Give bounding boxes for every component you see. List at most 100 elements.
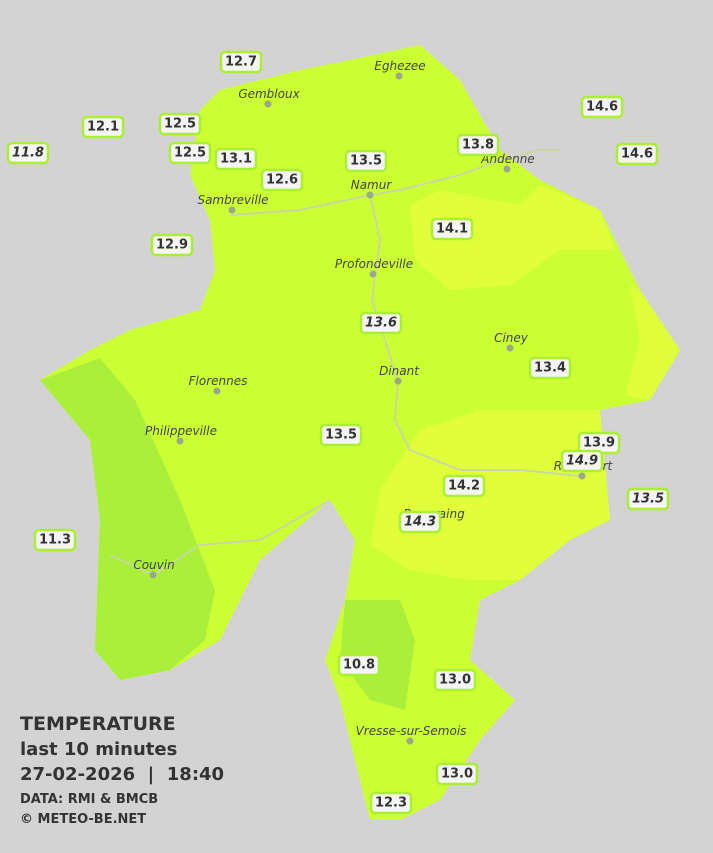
- city-dot: [264, 100, 272, 108]
- legend-title: TEMPERATURE: [20, 713, 176, 735]
- station-value: 13.5: [325, 428, 357, 443]
- city-dot: [506, 344, 514, 352]
- station-value: 13.8: [462, 138, 494, 153]
- station-box: [260, 168, 304, 192]
- city-label: Namur: [351, 178, 393, 192]
- city-label: Vresse-sur-Semois: [356, 724, 467, 738]
- station: 14.2: [442, 474, 486, 498]
- station-value: 10.8: [343, 658, 375, 673]
- city-dot: [395, 72, 403, 80]
- city-label: Couvin: [133, 558, 174, 572]
- station: 11.3: [33, 528, 77, 552]
- station-value: 13.0: [441, 767, 473, 782]
- city-dot: [149, 571, 157, 579]
- legend-datetime: 27-02-2026 | 18:40: [20, 764, 224, 785]
- station-box: [398, 510, 442, 534]
- city-label: Profondeville: [335, 257, 413, 271]
- station-box: [81, 115, 125, 139]
- station-value: 12.6: [266, 173, 298, 188]
- station-box: [435, 762, 479, 786]
- station-value: 11.3: [39, 533, 71, 548]
- station-value: 14.6: [586, 100, 618, 115]
- station-box: [580, 95, 624, 119]
- station-box: [626, 487, 670, 511]
- station-value: 13.1: [220, 152, 252, 167]
- station-value: 13.6: [365, 316, 397, 331]
- station-value: 13.4: [534, 361, 566, 376]
- city-dot: [369, 270, 377, 278]
- river: [229, 149, 560, 216]
- station-box: [528, 356, 572, 380]
- station: 12.7: [219, 50, 263, 74]
- station: 14.3: [398, 510, 442, 534]
- station: 13.5: [344, 149, 388, 173]
- station-box: [33, 528, 77, 552]
- legend-source: DATA: RMI & BMCB: [20, 792, 158, 807]
- city-label: Ciney: [494, 331, 529, 345]
- city-label: Florennes: [189, 374, 248, 388]
- station-value: 12.5: [174, 146, 206, 161]
- station: 14.1: [430, 217, 474, 241]
- city-dot: [406, 737, 414, 745]
- station-box: [337, 653, 381, 677]
- warm-zone: [410, 185, 615, 290]
- station-value: 12.5: [164, 117, 196, 132]
- station: 12.6: [260, 168, 304, 192]
- station: 12.3: [369, 791, 413, 815]
- legend-copyright: © METEO-BE.NET: [20, 812, 146, 827]
- station: 13.8: [456, 133, 500, 157]
- station: 11.8: [6, 141, 50, 165]
- station-box: [6, 141, 50, 165]
- station-value: 11.8: [12, 146, 44, 161]
- city-label: Sambreville: [197, 193, 268, 207]
- station: 13.5: [626, 487, 670, 511]
- city-dot: [394, 377, 402, 385]
- city-label: Philippeville: [145, 424, 217, 438]
- river: [109, 499, 331, 577]
- station-box: [442, 474, 486, 498]
- station-value: 14.1: [436, 222, 468, 237]
- station-box: [219, 50, 263, 74]
- station-value: 14.6: [621, 147, 653, 162]
- station-value: 13.5: [350, 154, 382, 169]
- city-label: Gembloux: [238, 87, 300, 101]
- station-value: 13.5: [632, 492, 664, 507]
- city-dot: [578, 472, 586, 480]
- station: 12.9: [150, 233, 194, 257]
- station-box: [430, 217, 474, 241]
- station: 13.1: [214, 147, 258, 171]
- city-dot: [176, 437, 184, 445]
- station-box: [615, 142, 659, 166]
- city-dot: [213, 387, 221, 395]
- station: 12.5: [168, 141, 212, 165]
- station-box: [158, 112, 202, 136]
- city-label: Dinant: [379, 364, 420, 378]
- station: 13.5: [319, 423, 363, 447]
- station-value: 12.9: [156, 238, 188, 253]
- station: 10.8: [337, 653, 381, 677]
- station: 13.6: [359, 311, 403, 335]
- station-value: 12.3: [375, 796, 407, 811]
- warm-zone: [370, 410, 610, 580]
- station-value: 13.0: [439, 673, 471, 688]
- station-value: 13.9: [583, 436, 615, 451]
- station-box: [433, 668, 477, 692]
- station-box: [456, 133, 500, 157]
- station-box: [560, 449, 604, 473]
- station: 14.6: [615, 142, 659, 166]
- station-box: [344, 149, 388, 173]
- station: 14.6: [580, 95, 624, 119]
- station-value: 14.9: [566, 454, 598, 469]
- station: 12.1: [81, 115, 125, 139]
- station-box: [319, 423, 363, 447]
- river: [369, 194, 581, 477]
- station-box: [214, 147, 258, 171]
- station-box: [168, 141, 212, 165]
- cool-zone: [40, 358, 215, 680]
- station-box: [150, 233, 194, 257]
- station-box: [369, 791, 413, 815]
- station: 13.0: [435, 762, 479, 786]
- station-value: 12.1: [87, 120, 119, 135]
- station-box: [359, 311, 403, 335]
